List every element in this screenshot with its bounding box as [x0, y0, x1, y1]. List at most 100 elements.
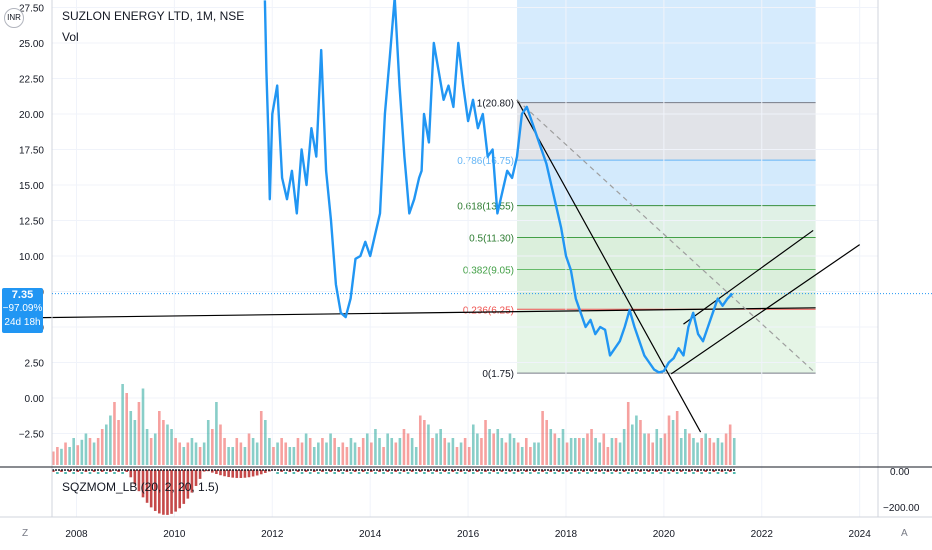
volume-bar-72 [345, 447, 349, 465]
volume-bar-161 [708, 438, 712, 465]
volume-bar-105 [480, 438, 483, 465]
osc-bar-92 [427, 470, 430, 472]
volume-bar-137 [610, 438, 614, 465]
volume-bar-118 [533, 442, 536, 465]
auto-scale-button[interactable]: A [901, 528, 908, 539]
zoom-button[interactable]: Z [22, 528, 29, 539]
price-series [263, 0, 734, 374]
volume-bars [52, 384, 736, 465]
osc-bar-156 [688, 470, 691, 472]
volume-bar-127 [569, 438, 573, 465]
volume-bar-60 [296, 438, 300, 465]
volume-bar-62 [304, 433, 308, 465]
volume-bar-73 [349, 438, 353, 465]
volume-bar-48 [247, 433, 251, 465]
volume-bar-159 [700, 438, 703, 465]
volume-bar-23 [145, 429, 149, 465]
volume-bar-111 [504, 442, 508, 465]
grid [52, 0, 878, 517]
y-tick-label-10: 2.50 [25, 359, 45, 370]
y-tick-label-6: 12.50 [19, 217, 44, 228]
osc-bar-51 [259, 470, 263, 475]
osc-bar-26 [158, 470, 161, 514]
volume-bar-7 [80, 439, 84, 465]
volume-bar-34 [190, 438, 194, 465]
trendline-0 [32, 307, 816, 319]
x-tick-label-3: 2014 [359, 529, 382, 540]
x-tick-label-5: 2018 [555, 529, 578, 540]
osc-bar-134 [598, 470, 601, 472]
currency-badge[interactable]: INR [4, 8, 24, 28]
osc-bar-129 [578, 472, 581, 474]
osc-bar-44 [231, 470, 235, 478]
volume-bar-155 [684, 429, 687, 465]
volume-bar-5 [72, 438, 75, 465]
osc-bar-153 [675, 472, 679, 474]
volume-bar-152 [671, 420, 675, 465]
price-change: −97.09% [2, 303, 43, 314]
volume-bar-90 [418, 415, 422, 465]
volume-label[interactable]: Vol [62, 30, 79, 44]
osc-bar-15 [113, 472, 116, 474]
volume-bar-112 [508, 433, 512, 465]
osc-bar-53 [268, 470, 271, 472]
osc-bar-25 [153, 470, 157, 511]
volume-bar-57 [284, 442, 288, 465]
osc-bar-59 [292, 472, 296, 474]
osc-bar-95 [439, 472, 442, 474]
osc-bar-9 [88, 472, 92, 474]
volume-bar-11 [96, 438, 100, 465]
volume-bar-61 [300, 442, 304, 465]
volume-bar-27 [162, 420, 165, 465]
volume-bar-164 [720, 442, 724, 465]
volume-bar-100 [459, 442, 463, 465]
volume-bar-116 [524, 438, 528, 465]
volume-bar-81 [382, 447, 385, 465]
volume-bar-91 [423, 420, 426, 465]
oscillator-bars [52, 469, 736, 515]
volume-bar-56 [280, 438, 283, 465]
osc-bar-110 [500, 470, 504, 472]
osc-bar-52 [264, 470, 267, 473]
osc-bar-41 [219, 470, 222, 476]
osc-bar-48 [247, 470, 251, 478]
trendlines[interactable] [32, 99, 861, 433]
symbol-title[interactable]: SUZLON ENERGY LTD, 1M, NSE [62, 9, 245, 23]
osc-bar-119 [537, 472, 540, 474]
volume-bar-39 [211, 429, 214, 465]
volume-bar-20 [133, 420, 137, 465]
volume-bar-128 [573, 438, 577, 465]
osc-bar-102 [467, 470, 471, 472]
osc-bar-77 [365, 472, 369, 474]
volume-bar-31 [178, 442, 182, 465]
volume-bar-18 [125, 393, 128, 465]
volume-bar-47 [243, 447, 247, 465]
volume-bar-25 [153, 433, 157, 465]
volume-bar-4 [68, 447, 71, 465]
osc-bar-123 [553, 472, 557, 474]
volume-bar-77 [365, 433, 369, 465]
volume-bar-94 [435, 433, 438, 465]
osc-bar-98 [451, 470, 455, 472]
osc-bar-46 [239, 470, 243, 478]
volume-bar-99 [455, 447, 459, 465]
y-tick-label-4: 17.50 [19, 146, 44, 157]
volume-bar-52 [264, 420, 267, 465]
volume-bar-71 [341, 442, 345, 465]
volume-bar-86 [402, 429, 406, 465]
fibonacci-retracement[interactable]: 1(20.80) 0.786(16.75) 0.618(13.55) 0.5(11.3… [457, 0, 816, 380]
x-tick-label-0: 2008 [65, 529, 88, 540]
oscillator-label[interactable]: SQZMOM_LB (20, 2, 20, 1.5) [62, 480, 219, 494]
fib-zone-1 [517, 160, 816, 206]
osc-bar-166 [728, 470, 732, 472]
volume-bar-130 [582, 438, 585, 465]
osc-bar-162 [712, 470, 716, 472]
volume-bar-1 [56, 447, 59, 465]
osc-bar-91 [423, 472, 426, 474]
osc-bar-12 [100, 470, 104, 472]
osc-bar-137 [610, 472, 614, 474]
osc-bar-124 [557, 470, 561, 472]
volume-bar-80 [378, 438, 381, 465]
x-tick-label-4: 2016 [457, 529, 480, 540]
